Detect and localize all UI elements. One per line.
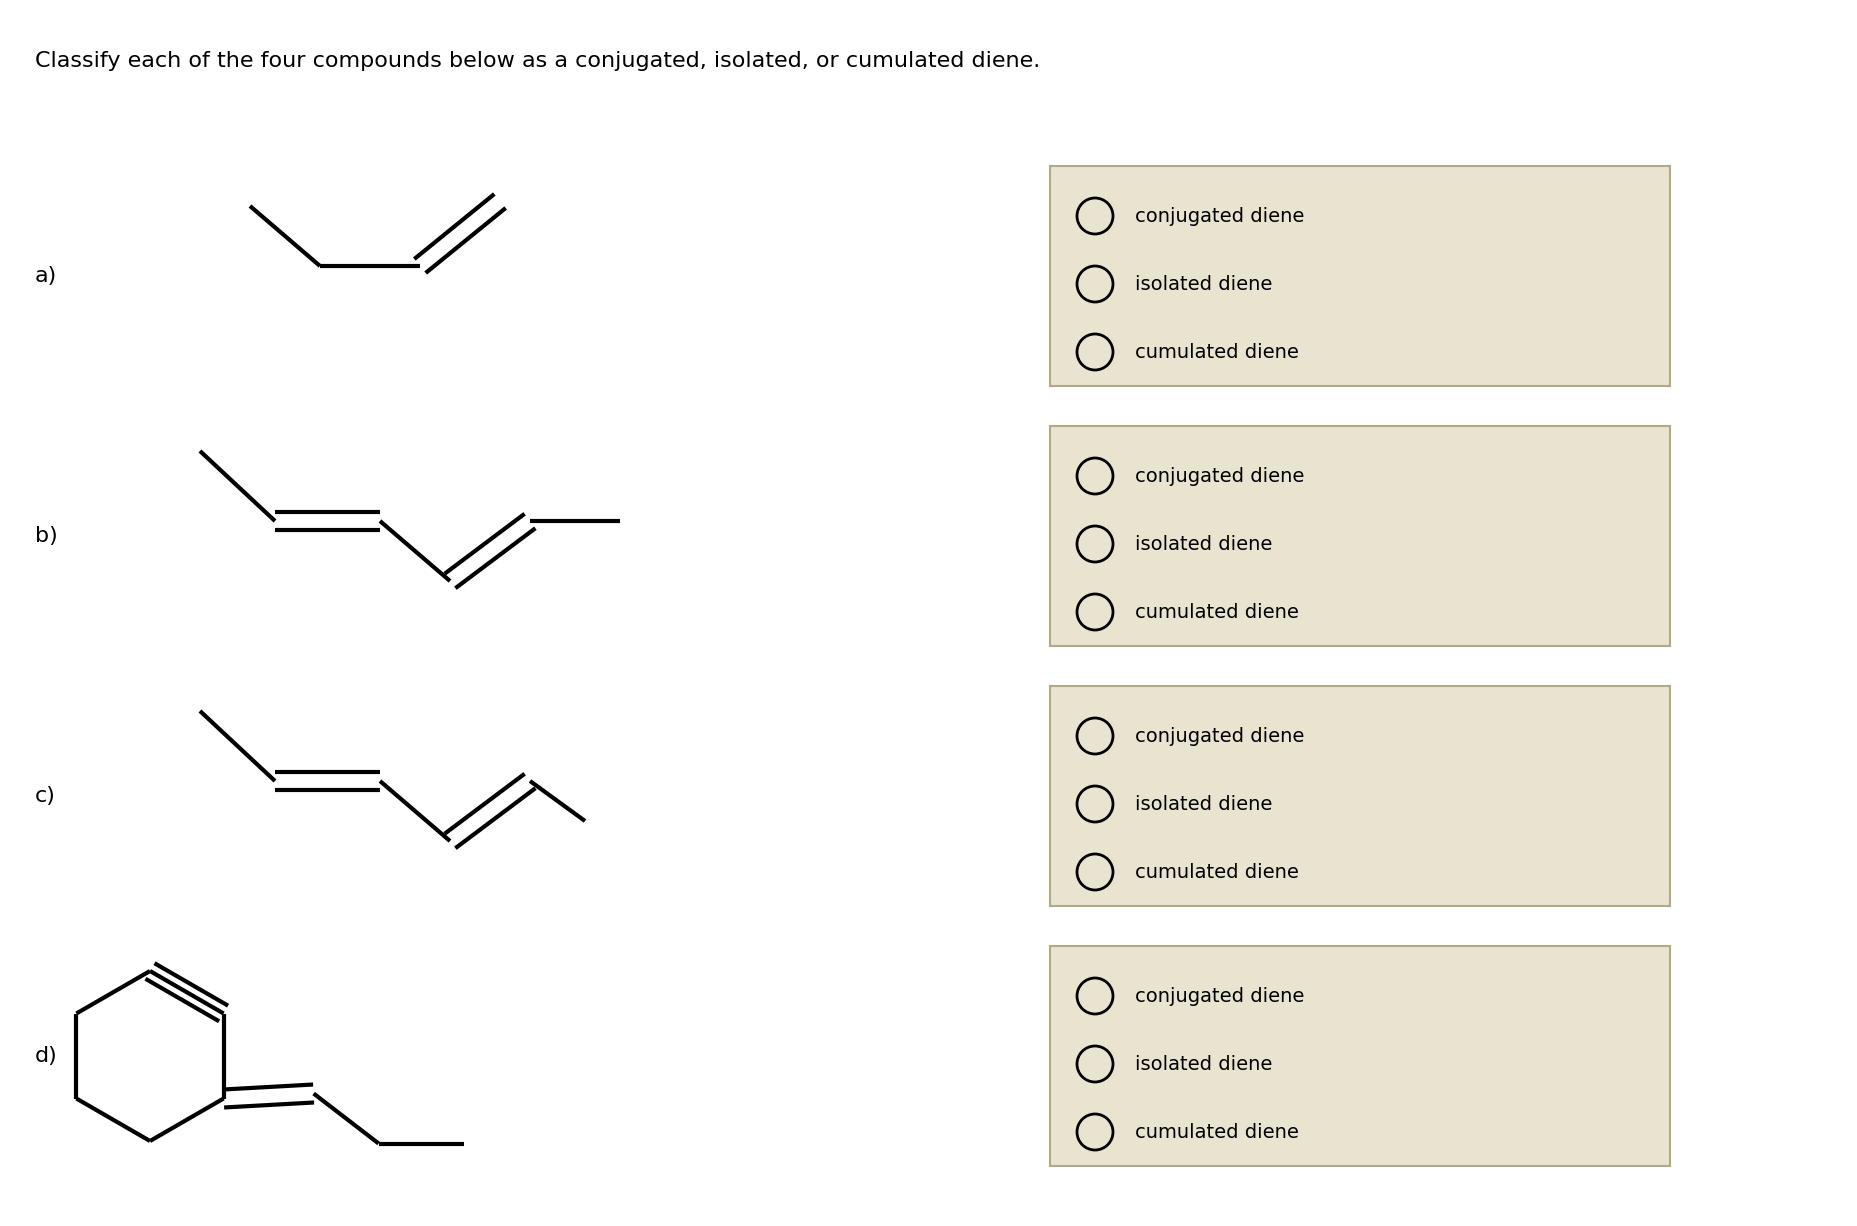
FancyBboxPatch shape xyxy=(1049,166,1669,386)
Text: conjugated diene: conjugated diene xyxy=(1135,467,1304,485)
Text: Classify each of the four compounds below as a conjugated, isolated, or cumulate: Classify each of the four compounds belo… xyxy=(35,51,1040,71)
Text: isolated diene: isolated diene xyxy=(1135,1054,1272,1074)
Text: conjugated diene: conjugated diene xyxy=(1135,727,1304,745)
Text: isolated diene: isolated diene xyxy=(1135,794,1272,814)
FancyBboxPatch shape xyxy=(1049,687,1669,906)
FancyBboxPatch shape xyxy=(1049,946,1669,1166)
Text: cumulated diene: cumulated diene xyxy=(1135,863,1298,881)
Text: c): c) xyxy=(35,786,56,805)
Text: isolated diene: isolated diene xyxy=(1135,275,1272,293)
Text: isolated diene: isolated diene xyxy=(1135,535,1272,553)
Text: d): d) xyxy=(35,1046,58,1065)
Text: conjugated diene: conjugated diene xyxy=(1135,206,1304,226)
Text: b): b) xyxy=(35,526,58,546)
Text: a): a) xyxy=(35,266,58,286)
Text: cumulated diene: cumulated diene xyxy=(1135,1123,1298,1141)
Text: conjugated diene: conjugated diene xyxy=(1135,987,1304,1005)
Text: cumulated diene: cumulated diene xyxy=(1135,342,1298,362)
FancyBboxPatch shape xyxy=(1049,425,1669,646)
Text: cumulated diene: cumulated diene xyxy=(1135,602,1298,622)
